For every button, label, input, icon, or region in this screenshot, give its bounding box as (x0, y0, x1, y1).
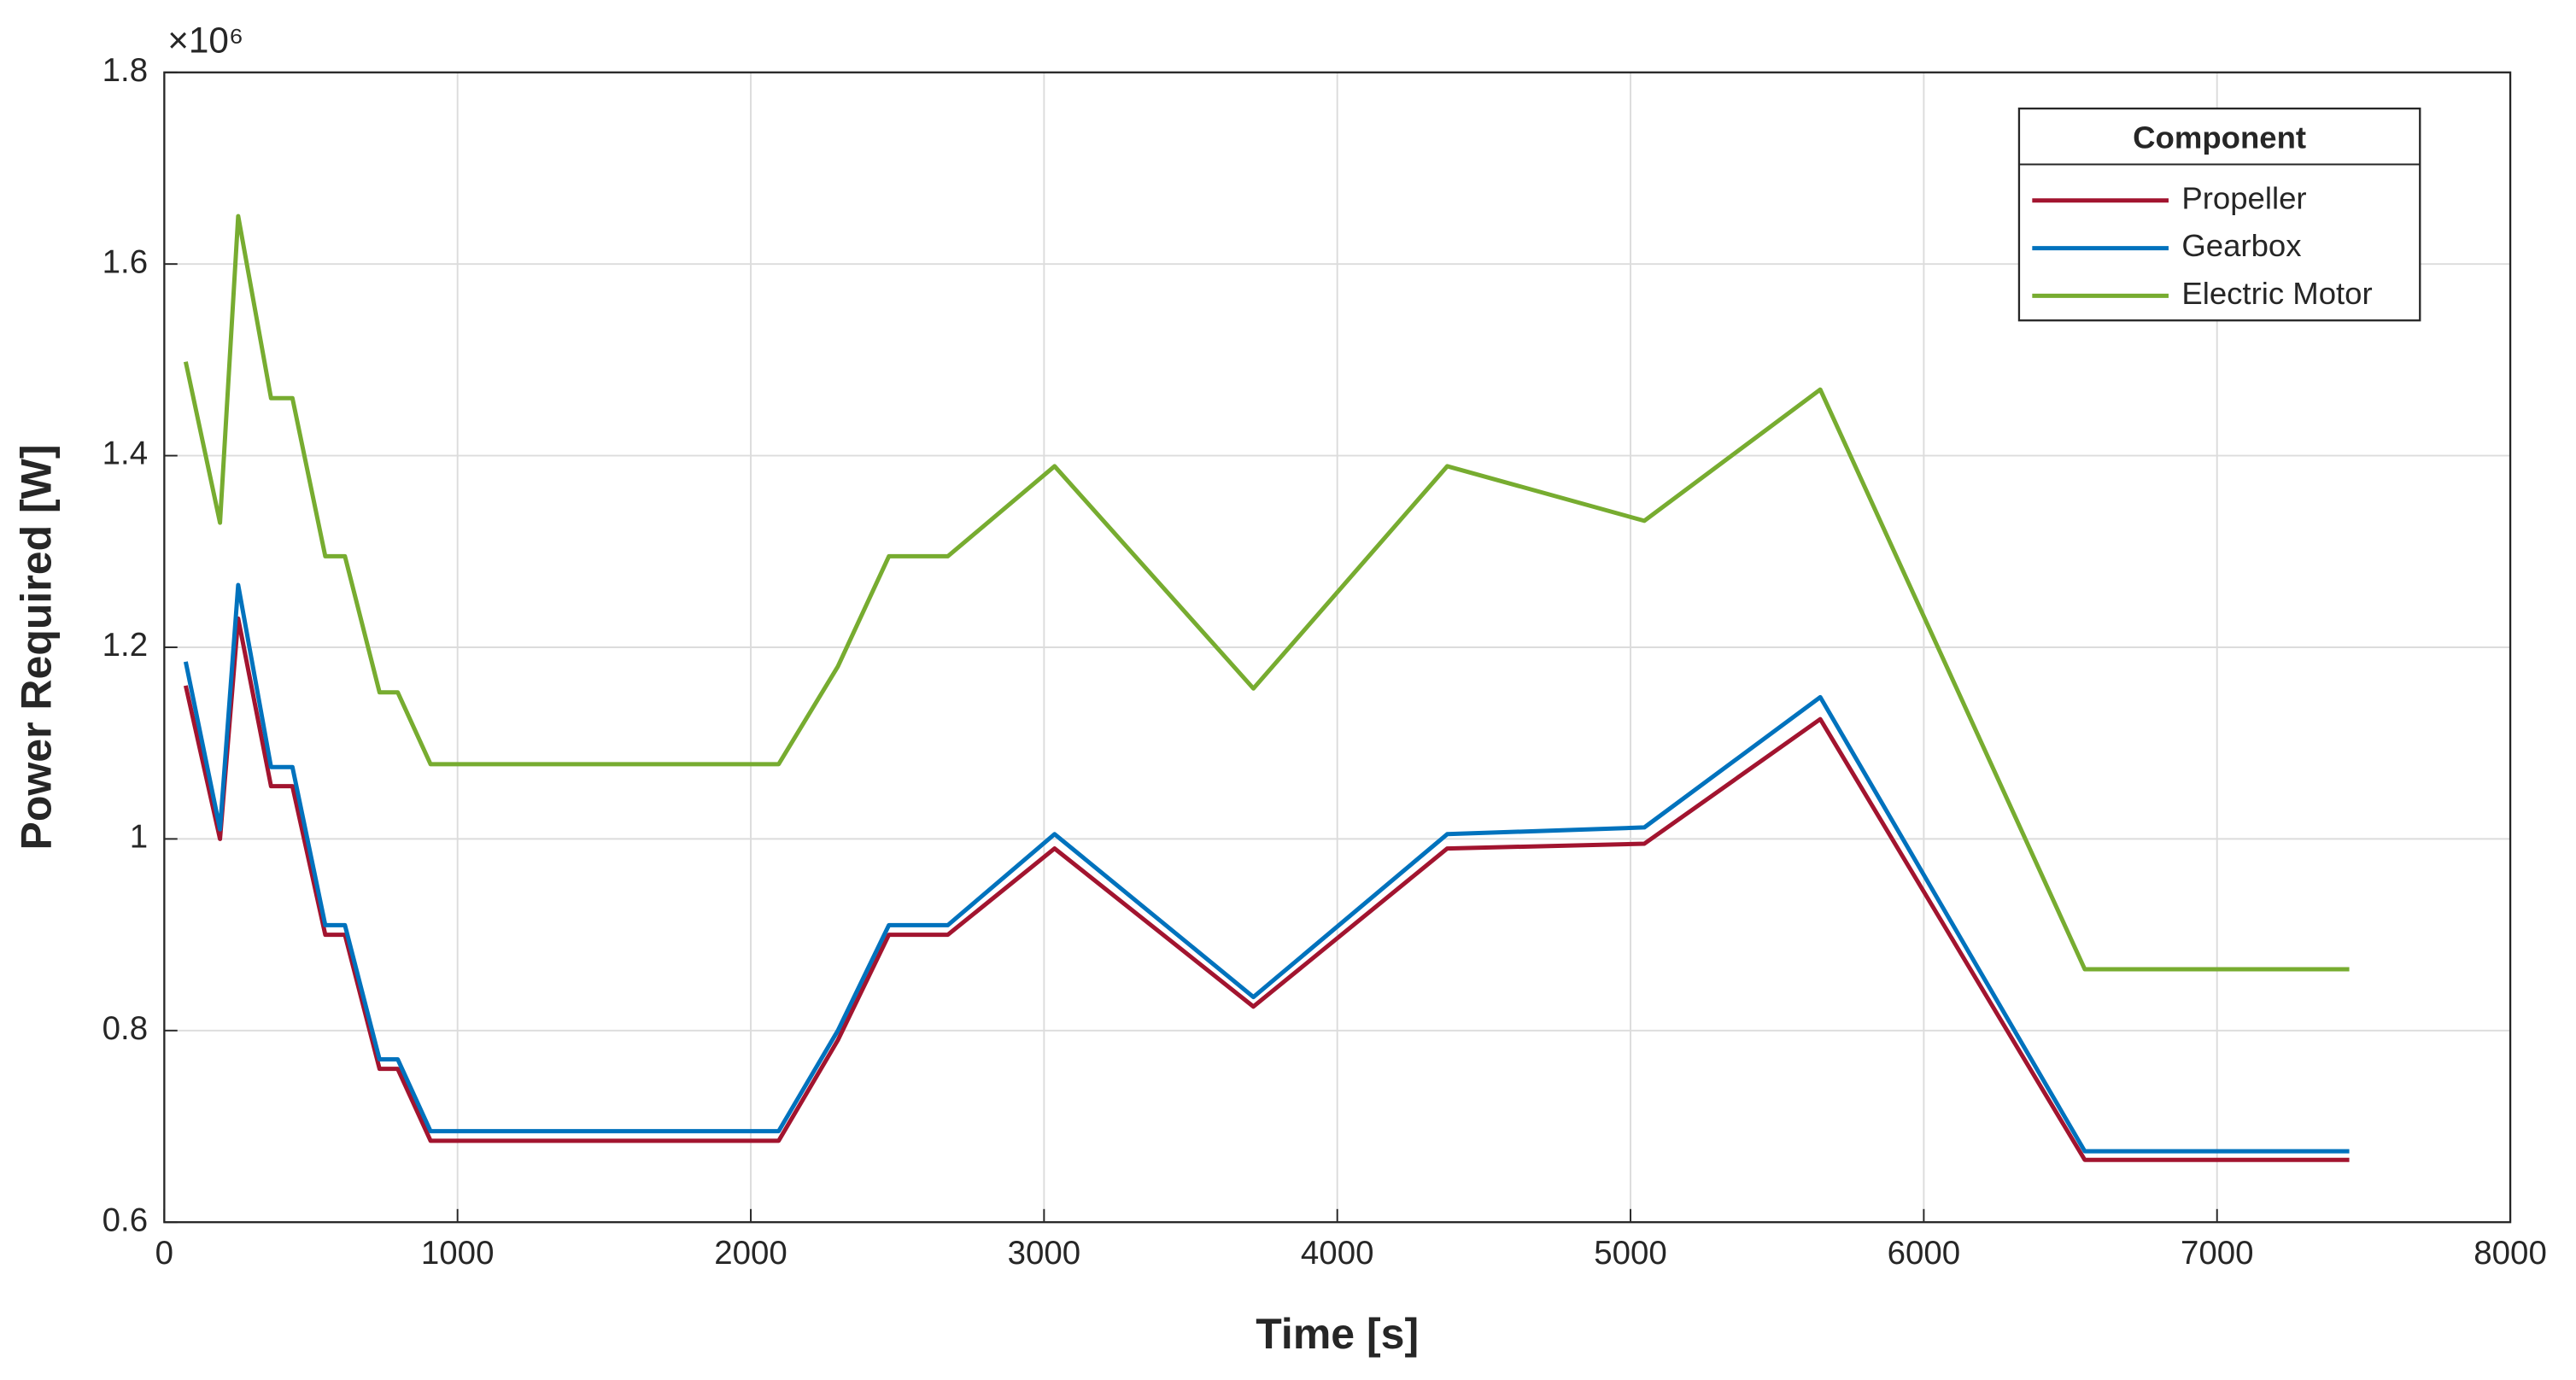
plot-lines (183, 213, 2350, 1162)
legend-label: Electric Motor (2181, 276, 2372, 311)
x-tick-label: 4000 (1301, 1235, 1374, 1272)
x-tick-label: 8000 (2474, 1235, 2547, 1272)
y-tick-label: 0.6 (102, 1202, 148, 1238)
y-tick-label: 1.8 (102, 52, 148, 89)
legend-label: Propeller (2181, 180, 2306, 215)
x-tick-label: 6000 (1888, 1235, 1961, 1272)
y-axis-label: Power Required [W] (12, 444, 60, 850)
x-axis-label: Time [s] (1256, 1310, 1419, 1358)
series-line (183, 213, 2350, 972)
y-tick-label: 0.8 (102, 1010, 148, 1047)
x-tick-label: 2000 (714, 1235, 787, 1272)
axes-box (163, 71, 2512, 1224)
x-tick-label: 7000 (2181, 1235, 2254, 1272)
legend-title: Component (2133, 120, 2306, 155)
legend-label: Gearbox (2181, 228, 2301, 263)
y-tick-label: 1.6 (102, 243, 148, 280)
x-tick-label: 3000 (1008, 1235, 1081, 1272)
y-exponent-label: ×10⁶ (167, 20, 243, 60)
legend: Component Propeller Gearbox Electric Motor (2017, 107, 2421, 322)
y-tick-label: 1 (130, 819, 148, 856)
y-tick-label: 1.4 (102, 436, 148, 472)
x-tick-label: 5000 (1594, 1235, 1667, 1272)
x-tick-label: 1000 (421, 1235, 495, 1272)
legend-box (2017, 107, 2421, 322)
x-tick-label: 0 (155, 1235, 173, 1272)
y-tick-label: 1.2 (102, 627, 148, 664)
series-line (183, 616, 2350, 1162)
labels: Time [s] Power Required [W] ×10⁶ 0 1000 20… (12, 20, 2546, 1358)
series-line (183, 582, 2350, 1154)
